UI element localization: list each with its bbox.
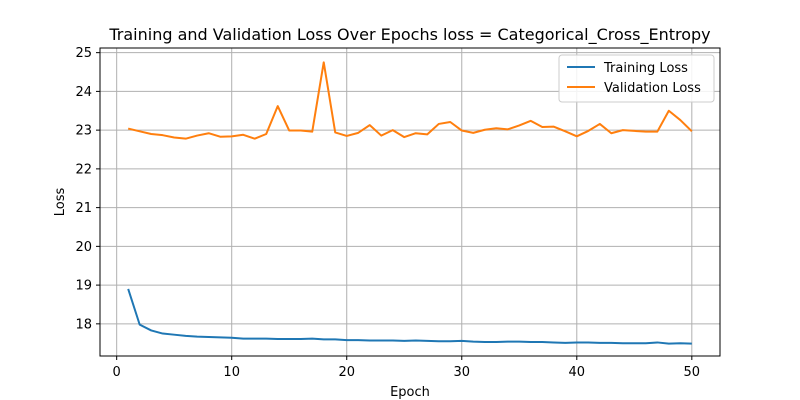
x-tick-label: 50 xyxy=(684,365,701,380)
y-tick-label: 19 xyxy=(75,279,92,294)
y-tick-label: 25 xyxy=(75,46,92,61)
y-axis-ticks: 18 19 20 21 22 23 24 25 xyxy=(75,46,100,332)
chart-title: Training and Validation Loss Over Epochs… xyxy=(108,25,710,45)
y-tick-label: 20 xyxy=(75,240,92,255)
x-axis-label: Epoch xyxy=(390,385,430,400)
y-axis-label: Loss xyxy=(53,188,68,217)
y-tick-label: 22 xyxy=(75,162,92,177)
x-tick-label: 20 xyxy=(338,365,355,380)
y-tick-label: 21 xyxy=(75,201,92,216)
legend: Training Loss Validation Loss xyxy=(558,54,715,103)
x-tick-label: 10 xyxy=(223,365,240,380)
plot-frame xyxy=(99,47,721,357)
legend-label-validation: Validation Loss xyxy=(604,81,701,96)
y-tick-label: 24 xyxy=(75,85,92,100)
series-lines xyxy=(127,61,693,345)
training-loss-line xyxy=(127,288,692,345)
x-tick-label: 30 xyxy=(453,365,470,380)
x-tick-label: 40 xyxy=(569,365,586,380)
y-tick-label: 18 xyxy=(75,317,92,332)
x-axis-ticks: 0 10 20 30 40 50 xyxy=(113,356,701,380)
grid xyxy=(100,48,720,356)
legend-box xyxy=(558,54,715,103)
validation-loss-line xyxy=(127,61,693,140)
x-tick-label: 0 xyxy=(113,365,121,380)
y-tick-label: 23 xyxy=(75,124,92,139)
legend-label-training: Training Loss xyxy=(603,61,688,76)
